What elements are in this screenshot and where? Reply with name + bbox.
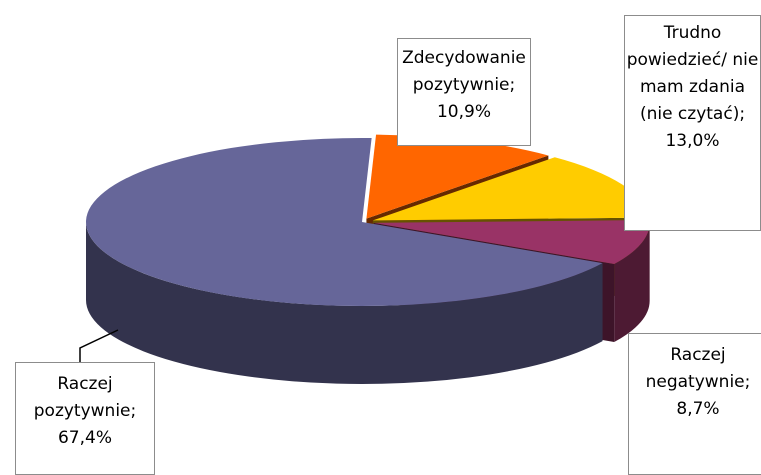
label-value: 8,7%: [676, 399, 720, 419]
label-name: Zdecydowanie pozytywnie: [402, 48, 526, 95]
pie-slice: [373, 219, 650, 265]
data-label: Raczej negatywnie; 8,7%: [628, 333, 761, 475]
data-label: Zdecydowanie pozytywnie; 10,9%: [397, 38, 531, 146]
pie-side: [614, 222, 650, 343]
pie-slice: [366, 134, 549, 219]
label-name: Raczej negatywnie: [645, 345, 745, 392]
leader-line: [79, 329, 119, 362]
label-separator: ;: [130, 401, 137, 421]
label-separator: ;: [744, 372, 751, 392]
pie-side: [86, 222, 603, 385]
label-separator: ;: [739, 104, 746, 124]
label-value: 10,9%: [436, 102, 491, 122]
pie-tops: [85, 134, 650, 306]
label-name: Trudno powiedzieć/ nie mam zdania (nie c…: [626, 23, 759, 124]
pie-slice: [372, 157, 649, 221]
label-value: 67,4%: [57, 428, 112, 448]
pie-slice: [85, 138, 603, 306]
data-label: Raczej pozytywnie; 67,4%: [15, 362, 155, 475]
label-separator: ;: [509, 75, 516, 95]
data-label: Trudno powiedzieć/ nie mam zdania (nie c…: [624, 15, 761, 231]
label-name: Raczej pozytywnie: [33, 374, 131, 421]
label-value: 13,0%: [665, 131, 720, 151]
